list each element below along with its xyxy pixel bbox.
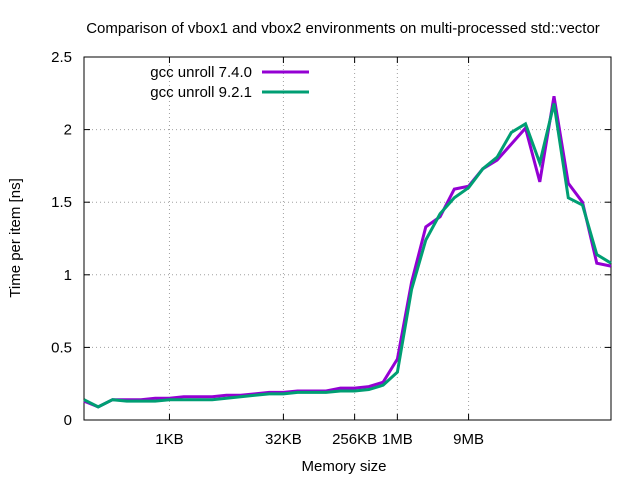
plot-frame <box>83 56 612 421</box>
y-tick-label: 1 <box>64 267 72 284</box>
x-tick-label: 9MB <box>453 431 484 448</box>
y-tick-label: 0.5 <box>51 339 72 356</box>
x-axis: 1KB 32KB 256KB 1MB 9MB <box>155 57 484 448</box>
legend: gcc unroll 7.4.0 gcc unroll 9.2.1 <box>150 64 309 101</box>
x-tick-label: 256KB <box>332 431 377 448</box>
y-axis-title: Time per item [ns] <box>7 178 24 297</box>
y-axis: 0 0.5 1 1.5 2 2.5 <box>51 49 611 429</box>
x-axis-title: Memory size <box>301 458 386 475</box>
x-tick-label: 1KB <box>155 431 183 448</box>
y-tick-label: 2.5 <box>51 49 72 66</box>
y-tick-label: 0 <box>64 412 72 429</box>
series-line-1 <box>83 95 612 409</box>
legend-label-2: gcc unroll 9.2.1 <box>150 84 252 101</box>
y-tick-label: 1.5 <box>51 194 72 211</box>
y-tick-label: 2 <box>64 122 72 139</box>
series-line-2 <box>83 103 612 409</box>
legend-label-1: gcc unroll 7.4.0 <box>150 64 252 81</box>
series-lines <box>83 95 612 409</box>
x-tick-label: 1MB <box>382 431 413 448</box>
chart-title: Comparison of vbox1 and vbox2 environmen… <box>86 20 600 37</box>
x-tick-label: 32KB <box>265 431 302 448</box>
grid-lines <box>84 57 611 420</box>
